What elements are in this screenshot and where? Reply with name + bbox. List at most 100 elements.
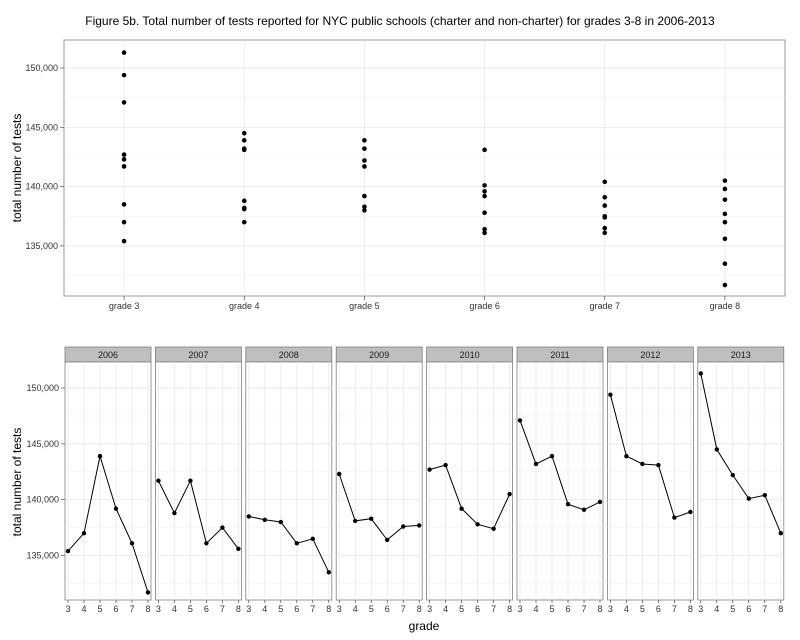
series-line-2009 <box>338 473 420 541</box>
facet-x-tick-label: 5 <box>369 604 374 614</box>
facet-x-tick-label: 7 <box>129 604 134 614</box>
series-point <box>278 519 283 525</box>
series-point <box>353 518 358 524</box>
facet-x-tick-label: 7 <box>762 604 767 614</box>
facet-plot-area <box>607 361 694 601</box>
top-y-tick-label: 150,000 <box>25 63 58 73</box>
facet-panel-2008: 2008 3 4 5 6 7 8 <box>245 346 333 614</box>
scatter-point <box>602 213 608 219</box>
top-y-tick-label: 145,000 <box>25 122 58 132</box>
scatter-point <box>362 138 367 143</box>
scatter-point <box>362 146 367 151</box>
facet-x-tick-label: 3 <box>156 604 161 614</box>
facet-plot-area <box>154 361 242 601</box>
series-point <box>762 493 767 498</box>
series-point <box>517 418 523 423</box>
scatter-point <box>722 186 728 192</box>
series-line-2012 <box>609 394 691 519</box>
facet-x-tick-label: 7 <box>491 604 496 614</box>
series-point <box>188 478 193 483</box>
series-point <box>294 541 299 546</box>
facet-plot-area <box>335 361 423 601</box>
facet-x-tick-label: 3 <box>427 604 432 614</box>
facet-strip-label: 2007 <box>188 350 208 360</box>
facet-x-tick-label: 3 <box>517 604 522 614</box>
scatter-point <box>482 210 487 215</box>
series-point <box>417 523 422 528</box>
facet-strip-label: 2006 <box>98 350 118 360</box>
facet-x-tick-label: 3 <box>337 604 342 614</box>
scatter-point <box>722 261 728 266</box>
facet-x-tick-label: 7 <box>310 604 315 614</box>
series-point <box>459 506 464 511</box>
scatter-point <box>602 225 608 231</box>
scatter-point <box>722 236 728 242</box>
scatter-point <box>722 211 728 217</box>
series-point <box>97 453 103 459</box>
series-point <box>262 517 267 523</box>
facet-panel-2011: 2011 3 4 5 6 7 8 <box>516 346 604 614</box>
facet-x-tick-label: 4 <box>262 604 267 614</box>
facet-strip-label: 2011 <box>550 350 569 360</box>
series-point <box>65 548 71 554</box>
series-point <box>427 467 432 472</box>
facet-x-tick-label: 6 <box>746 604 751 614</box>
facet-x-tick-label: 4 <box>624 604 629 614</box>
bottom-y-tick-label: 140,000 <box>26 495 59 505</box>
facet-x-tick-label: 6 <box>294 604 299 614</box>
scatter-point <box>121 164 127 169</box>
series-point <box>172 510 177 516</box>
series-line-2008 <box>248 516 330 573</box>
chart-title: Figure 5b. Total number of tests reporte… <box>85 14 715 28</box>
facet-panel-2009: 2009 3 4 5 6 7 8 <box>335 346 423 614</box>
facet-x-tick-label: 4 <box>443 604 448 614</box>
series-point <box>385 537 390 543</box>
facet-x-tick-label: 8 <box>778 604 783 614</box>
series-point <box>204 541 209 546</box>
scatter-point <box>121 100 127 105</box>
top-x-tick-label: grade 8 <box>710 301 741 311</box>
facet-panel-2006: 2006 3 4 5 6 7 8 <box>64 346 152 614</box>
facet-x-tick-label: 7 <box>220 604 225 614</box>
scatter-point <box>722 178 728 183</box>
series-point <box>597 499 603 505</box>
top-scatter-panel: 135,000 140,000 145,000 150,000 grade 3 grade… <box>25 39 786 311</box>
facet-x-tick-label: 6 <box>113 604 118 614</box>
series-line-2007 <box>157 479 239 550</box>
series-point <box>581 507 587 512</box>
series-point <box>746 496 751 501</box>
scatter-point <box>121 72 127 78</box>
scatter-point <box>121 219 127 225</box>
series-point <box>443 462 448 468</box>
facet-panel-2010: 2010 3 4 5 6 7 8 <box>426 346 514 614</box>
series-point <box>475 522 480 527</box>
series-point <box>608 392 613 397</box>
facet-x-tick-label: 6 <box>204 604 209 614</box>
facet-plot-area <box>426 361 514 601</box>
top-x-tick-label: grade 6 <box>469 301 500 311</box>
series-point <box>310 536 315 541</box>
series-point <box>698 371 703 376</box>
facet-x-tick-label: 3 <box>65 604 70 614</box>
scatter-point <box>482 230 487 236</box>
series-line-2006 <box>67 455 149 593</box>
facet-strip-label: 2013 <box>731 350 751 360</box>
series-point <box>326 570 331 575</box>
series-line-2010 <box>429 464 511 530</box>
series-point <box>81 531 87 536</box>
scatter-point <box>482 147 487 153</box>
scatter-point <box>241 146 247 151</box>
scatter-point <box>241 219 247 225</box>
bottom-y-tick-label: 135,000 <box>26 551 59 561</box>
series-point <box>624 453 629 459</box>
top-y-axis-label: total number of tests <box>10 114 24 223</box>
facet-x-tick-label: 4 <box>81 604 86 614</box>
series-point <box>145 590 151 595</box>
facet-x-tick-label: 4 <box>172 604 177 614</box>
scatter-point <box>482 193 487 199</box>
series-point <box>672 515 677 520</box>
facet-x-tick-label: 8 <box>236 604 241 614</box>
facet-x-tick-label: 4 <box>714 604 719 614</box>
